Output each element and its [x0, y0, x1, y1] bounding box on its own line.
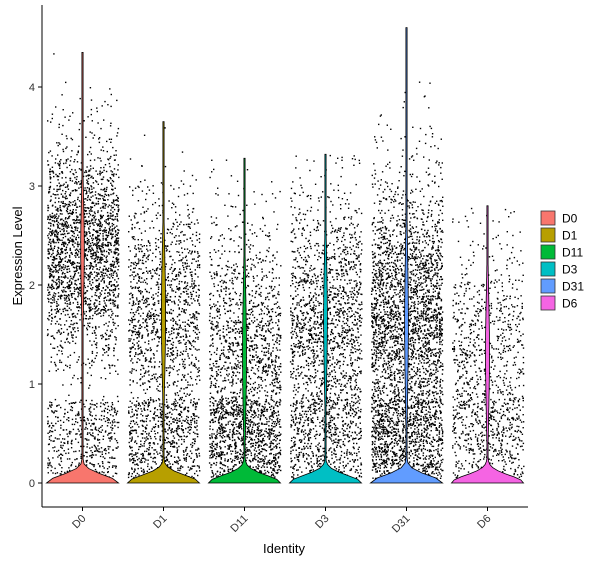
y-tick-label: 4	[29, 82, 35, 94]
x-ticks: D0 D1 D11 D3 D31 D6	[70, 507, 493, 535]
violin-d3	[290, 154, 362, 483]
y-tick-label: 1	[29, 379, 35, 391]
legend-label: D11	[562, 246, 583, 260]
x-tick-label-d11: D11	[228, 513, 250, 535]
legend-swatch	[541, 228, 555, 242]
x-tick-label-d0: D0	[70, 513, 88, 531]
x-tick-label-d31: D31	[390, 513, 413, 536]
legend-item-d11: D11	[541, 245, 583, 260]
violin-d0	[47, 52, 119, 483]
legend-item-d31: D31	[541, 279, 584, 294]
y-tick-label: 2	[29, 280, 35, 292]
y-axis-title: Expression Level	[10, 206, 25, 305]
legend-swatch	[541, 245, 555, 259]
jitter-points	[47, 53, 525, 479]
y-tick-label: 0	[29, 478, 35, 490]
legend-item-d1: D1	[541, 228, 578, 243]
legend-swatch	[541, 279, 555, 293]
legend-item-d6: D6	[541, 296, 578, 311]
legend-swatch	[541, 296, 555, 310]
x-tick-label-d1: D1	[151, 513, 169, 531]
y-tick-label: 3	[29, 181, 35, 193]
y-ticks: 0 1 2 3 4	[29, 82, 42, 490]
legend-swatch	[541, 262, 555, 276]
legend-label: D3	[562, 263, 578, 277]
legend-swatch	[541, 211, 555, 225]
legend: D0 D1 D11 D3 D31 D6	[541, 211, 584, 311]
legend-item-d0: D0	[541, 211, 578, 226]
legend-item-d3: D3	[541, 262, 578, 277]
axes	[42, 5, 528, 507]
x-axis-title: Identity	[263, 541, 305, 556]
legend-label: D0	[562, 212, 578, 226]
legend-label: D6	[562, 297, 578, 311]
legend-label: D31	[562, 280, 584, 294]
x-tick-label-d3: D3	[313, 513, 331, 531]
x-tick-label-d6: D6	[475, 513, 493, 531]
legend-label: D1	[562, 229, 578, 243]
